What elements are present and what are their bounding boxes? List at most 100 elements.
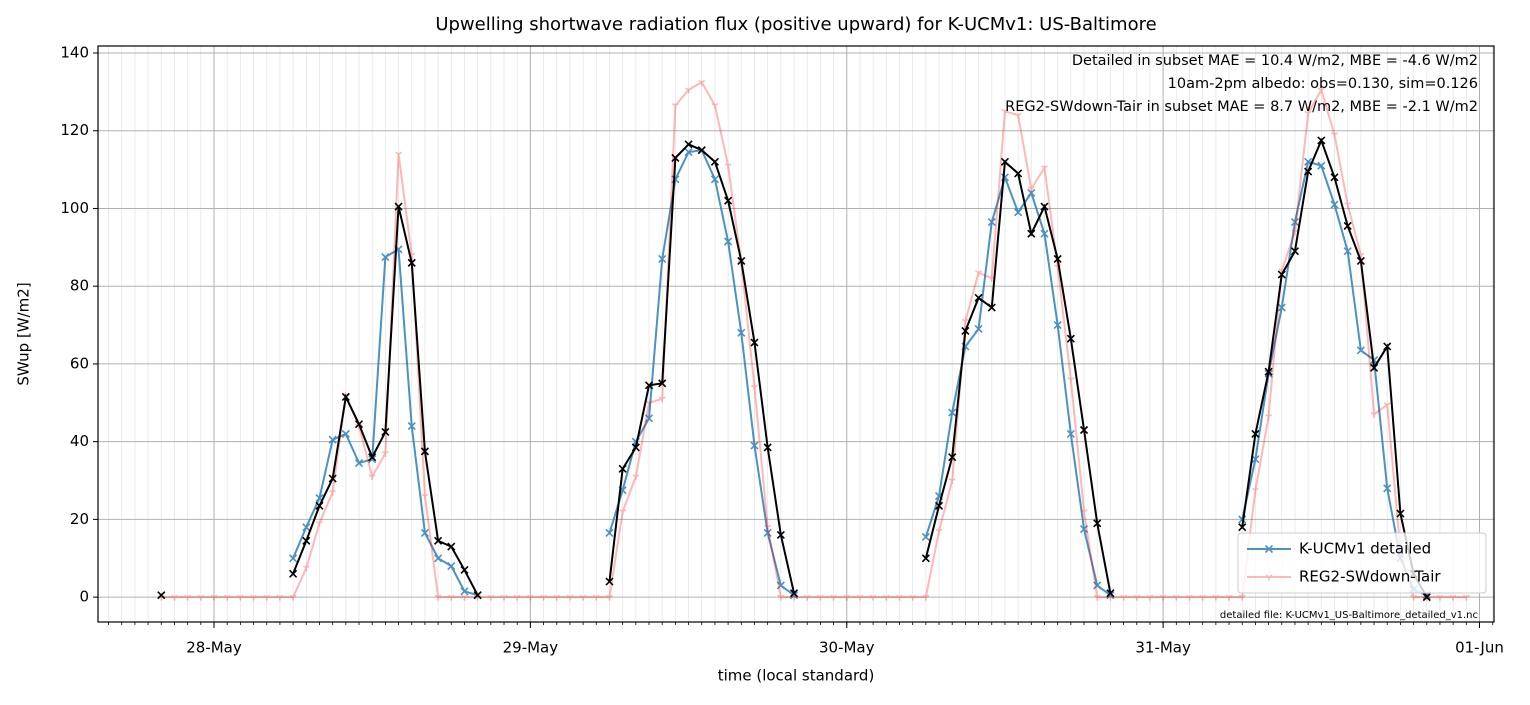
data-point [328, 435, 337, 444]
data-point [1000, 157, 1010, 166]
data-point [1079, 525, 1089, 534]
data-point [540, 594, 548, 601]
data-point [1120, 594, 1128, 601]
data-point [447, 561, 456, 571]
data-point [434, 536, 443, 545]
data-point [1080, 509, 1088, 516]
data-point [1304, 110, 1312, 117]
data-point [395, 151, 402, 158]
data-point [909, 594, 917, 601]
data-point [1027, 188, 1036, 197]
data-point [803, 594, 811, 601]
data-point [1383, 484, 1392, 493]
data-point [948, 478, 956, 485]
data-point [1106, 591, 1115, 600]
data-point [487, 594, 495, 601]
data-point [329, 489, 337, 496]
data-point [961, 318, 969, 325]
data-point [236, 594, 244, 601]
data-point [579, 594, 587, 601]
y-tick-label: 0 [79, 588, 89, 606]
data-point [460, 587, 469, 596]
chart-title: Upwelling shortwave radiation flux (posi… [435, 14, 1156, 35]
data-point [934, 501, 944, 510]
data-point [975, 270, 983, 277]
data-point [711, 103, 719, 109]
data-point [1146, 594, 1154, 601]
data-point [619, 509, 627, 516]
data-point [777, 594, 785, 601]
data-point [789, 589, 799, 598]
data-point [315, 501, 324, 510]
data-point [1449, 594, 1457, 601]
data-point [1238, 594, 1246, 601]
data-point [1067, 377, 1075, 383]
data-point [368, 474, 376, 481]
data-point [1277, 303, 1286, 312]
y-tick-label: 140 [60, 43, 89, 61]
annotation: 10am-2pm albedo: obs=0.130, sim=0.126 [1168, 76, 1478, 92]
data-point [420, 447, 429, 456]
data-point [407, 422, 416, 431]
data-point [751, 384, 758, 391]
legend-box [1237, 532, 1487, 594]
data-point [461, 594, 468, 601]
data-point [1462, 594, 1470, 601]
annotation: Detailed in subset MAE = 10.4 W/m2, MBE … [1072, 53, 1478, 69]
data-point [1330, 173, 1339, 182]
data-point [685, 87, 693, 94]
data-point [724, 163, 732, 170]
data-point [1027, 229, 1036, 238]
data-point [1014, 208, 1023, 217]
data-point [1199, 594, 1207, 601]
data-point [1383, 342, 1392, 351]
data-point [1356, 256, 1365, 265]
data-point [698, 79, 706, 86]
y-tick-label: 100 [60, 199, 89, 217]
data-point [460, 565, 469, 574]
data-point [987, 303, 996, 312]
data-point [157, 591, 166, 600]
data-point [434, 554, 443, 563]
data-point [1304, 167, 1313, 176]
data-point [1225, 594, 1233, 601]
data-point [381, 450, 389, 457]
data-point [289, 594, 297, 601]
data-point [302, 523, 311, 532]
data-point [381, 252, 390, 262]
data-point [697, 146, 706, 155]
data-point [961, 326, 970, 335]
data-point [922, 594, 930, 601]
data-point [447, 542, 456, 551]
data-point [684, 148, 693, 157]
data-point [974, 293, 983, 302]
data-point [1370, 412, 1378, 418]
data-point [223, 594, 231, 601]
data-point [1277, 270, 1286, 279]
data-point [671, 153, 680, 163]
plot-frame [97, 45, 1495, 623]
x-tick-label: 31-May [1135, 639, 1191, 657]
data-point [710, 175, 719, 184]
data-point [631, 443, 640, 452]
data-point [1344, 202, 1352, 209]
data-point [776, 581, 785, 590]
data-point [1290, 247, 1300, 256]
data-point [1330, 200, 1339, 209]
annotation: REG2-SWdown-Tair in subset MAE = 8.7 W/m… [1005, 99, 1478, 115]
data-point [843, 594, 851, 601]
data-point [566, 594, 574, 601]
data-point [276, 594, 284, 601]
data-point [856, 594, 864, 601]
data-point [1317, 136, 1326, 145]
data-point [1014, 112, 1022, 119]
data-point [724, 196, 733, 205]
data-point [974, 324, 983, 334]
data-point [1436, 594, 1444, 601]
data-point [289, 569, 298, 578]
data-point [605, 577, 614, 586]
data-point [1079, 425, 1089, 435]
data-point [830, 594, 838, 601]
data-point [1027, 186, 1035, 193]
